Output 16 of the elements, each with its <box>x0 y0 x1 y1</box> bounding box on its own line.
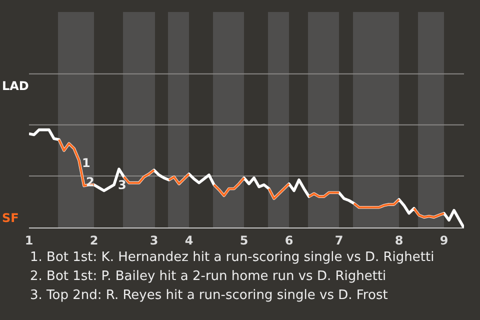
x-tick-label: 5 <box>240 234 248 248</box>
text: 1. Bot 1st: K. Hernandez hit a run-scoring single vs D. Righetti <box>30 249 434 267</box>
x-tick-label: 1 <box>24 234 34 248</box>
x-tick-label: 9 <box>440 234 448 248</box>
annotation: 3 <box>118 177 126 193</box>
x-tick-label: 4 <box>184 234 194 248</box>
x-tick-label: 7 <box>334 234 344 248</box>
text: SF <box>2 211 19 225</box>
x-tick-label: 6 <box>284 234 294 248</box>
x-tick-label: 3 <box>150 234 158 248</box>
x-tick-label: 8 <box>394 234 404 248</box>
text: 3. Top 2nd: R. Reyes hit a run-scoring single vs D. Frost <box>30 287 389 305</box>
text: 2. Bot 1st: P. Bailey hit a 2-run home run vs D. Righetti <box>30 268 388 286</box>
x-tick-label: 2 <box>90 234 98 248</box>
annotation: 1 <box>82 155 90 171</box>
text: LAD <box>2 79 29 93</box>
